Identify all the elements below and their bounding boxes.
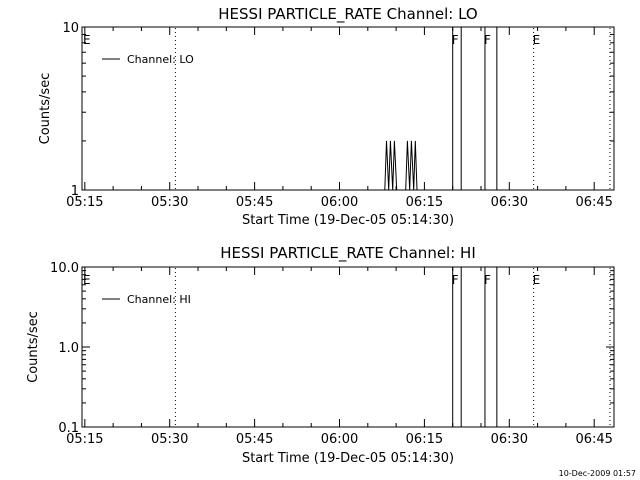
y-axis-label: Counts/sec [38,73,53,145]
x-tick-label: 06:00 [321,195,358,210]
x-axis-label: Start Time (19-Dec-05 05:14:30) [242,451,454,466]
marker-label: E [533,273,541,287]
y-tick-label: 1.0 [58,341,79,356]
x-tick-label: 06:30 [491,195,528,210]
x-tick-label: 05:30 [151,195,188,210]
marker-label: E [83,33,91,47]
x-tick-label: 06:45 [575,432,612,447]
timestamp: 10-Dec-2009 01:57 [559,469,636,478]
x-axis-label: Start Time (19-Dec-05 05:14:30) [242,213,454,228]
marker-box-solid [485,27,497,190]
x-tick-label: 06:15 [406,195,443,210]
plot-frame [82,27,614,190]
marker-box-solid [485,267,497,427]
x-tick-label: 05:45 [236,432,273,447]
marker-label: F [484,33,491,47]
y-axis-label: Counts/sec [26,311,41,383]
chart-title: HESSI PARTICLE_RATE Channel: LO [218,5,477,24]
y-tick-label: 10.0 [50,261,79,276]
marker-label: E [533,33,541,47]
chart-title: HESSI PARTICLE_RATE Channel: HI [220,244,476,263]
legend-label: Channel: HI [127,293,191,306]
x-tick-label: 06:15 [406,432,443,447]
plot-frame [82,267,614,427]
y-tick-label: 0.1 [58,421,79,436]
y-tick-label: 1 [71,184,79,199]
x-tick-label: 05:30 [151,432,188,447]
x-tick-label: 06:30 [491,432,528,447]
marker-box-solid [453,27,461,190]
x-tick-label: 05:45 [236,195,273,210]
legend-label: Channel: LO [127,53,194,66]
marker-label: F [452,33,459,47]
x-tick-label: 06:45 [575,195,612,210]
x-tick-label: 06:00 [321,432,358,447]
marker-label: F [452,273,459,287]
marker-label: F [484,273,491,287]
y-tick-label: 10 [62,21,79,36]
marker-label: E [83,273,91,287]
marker-box-solid [453,267,461,427]
series-line [385,141,417,190]
